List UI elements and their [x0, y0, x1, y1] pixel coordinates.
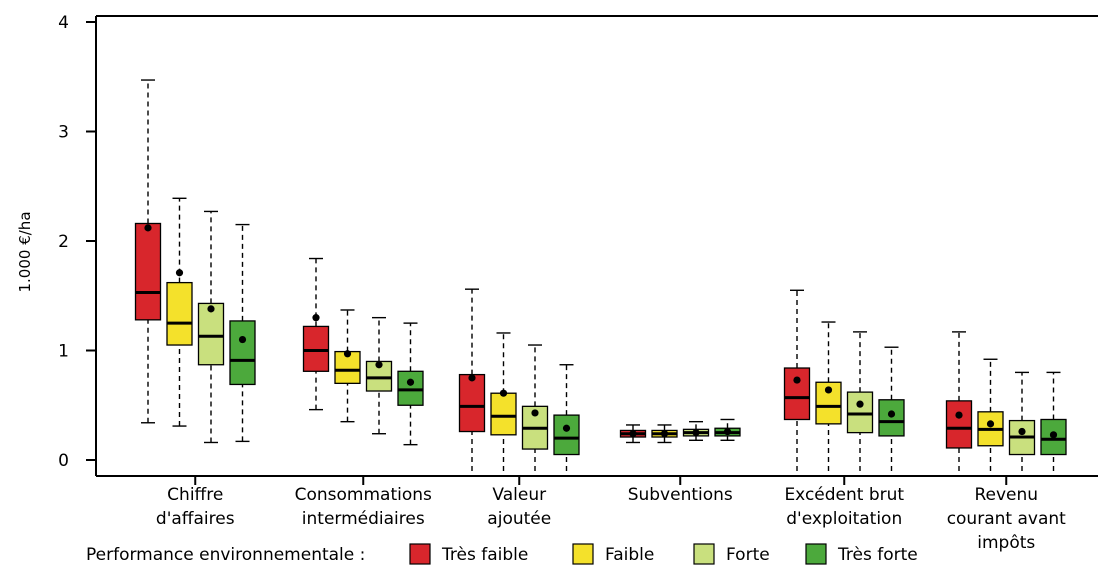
box-iqr: [945, 400, 973, 449]
y-tick-label: 1: [58, 342, 69, 362]
axes: 0 1 2 3 4: [58, 13, 1098, 485]
box-0-0: [134, 79, 162, 424]
mean-point: [562, 424, 571, 432]
y-tick-label: 3: [58, 123, 69, 143]
x-category-label: d'affaires: [156, 509, 235, 529]
plot-area: [134, 79, 1067, 471]
mean-point: [238, 335, 247, 344]
y-tick-label: 2: [58, 232, 69, 252]
box-2-2: [521, 344, 549, 471]
x-category-label: Subventions: [628, 485, 733, 505]
box-3-4: [878, 346, 905, 471]
legend-swatch: [693, 543, 715, 565]
box-iqr: [846, 391, 874, 434]
mean-point: [856, 400, 864, 408]
y-tick-label: 4: [58, 13, 69, 33]
box-iqr: [197, 302, 225, 366]
box-iqr: [229, 320, 256, 386]
mean-point: [531, 409, 539, 417]
mean-point: [986, 420, 995, 428]
box-3-5: [1040, 371, 1067, 471]
x-axis-labels: Chiffre d'affaires Consommations intermédia…: [156, 485, 1066, 553]
mean-point: [499, 389, 508, 397]
box-0-4: [783, 289, 811, 471]
box-1-3: [651, 424, 678, 444]
mean-point: [887, 410, 896, 418]
legend-label: Forte: [726, 545, 770, 565]
x-category-label: Consommations: [295, 485, 432, 505]
box-iqr: [134, 222, 162, 321]
mean-point: [793, 376, 801, 384]
mean-point: [468, 374, 476, 382]
box-iqr: [397, 370, 424, 406]
mean-point: [629, 430, 637, 438]
box-2-0: [197, 210, 225, 444]
box-iqr: [458, 373, 486, 433]
box-2-3: [682, 420, 710, 441]
legend-label: Très faible: [441, 545, 528, 565]
box-1-5: [977, 358, 1004, 471]
y-tick-label: 0: [58, 451, 69, 471]
box-2-4: [846, 331, 874, 471]
mean-point: [406, 378, 415, 386]
mean-point: [955, 411, 963, 419]
x-category-label: courant avant: [947, 509, 1066, 529]
box-3-0: [229, 223, 256, 443]
legend-swatch: [572, 543, 594, 565]
x-category-label: Valeur: [492, 485, 546, 505]
mean-point: [144, 224, 152, 232]
box-iqr: [334, 350, 361, 385]
box-2-1: [365, 316, 393, 435]
legend-swatch: [805, 543, 827, 565]
legend-title: Performance environnementale :: [86, 545, 365, 565]
legend-label: Faible: [605, 545, 654, 565]
legend-swatch: [409, 543, 431, 565]
box-1-4: [815, 321, 842, 471]
x-category-label: intermédiaires: [302, 509, 425, 529]
x-category-label: ajoutée: [487, 509, 551, 529]
box-0-5: [945, 331, 973, 471]
legend: Performance environnementale : Très faib…: [86, 543, 918, 565]
legend-label: Très forte: [837, 545, 918, 565]
mean-point: [660, 430, 669, 438]
mean-point: [1018, 427, 1026, 436]
mean-point: [1049, 431, 1058, 439]
box-3-1: [397, 322, 424, 446]
mean-point: [824, 386, 833, 394]
box-2-5: [1008, 371, 1036, 471]
y-axis-label: 1.000 €/ha: [16, 211, 34, 292]
x-category-label: Chiffre: [167, 485, 223, 505]
box-iqr: [878, 399, 905, 437]
x-category-label: Revenu: [974, 485, 1038, 505]
box-0-3: [619, 424, 647, 444]
mean-point: [343, 350, 352, 358]
box-0-2: [458, 288, 486, 471]
box-iqr: [490, 392, 517, 436]
box-iqr: [166, 281, 193, 346]
mean-point: [692, 429, 700, 437]
mean-point: [312, 314, 320, 322]
mean-point: [175, 269, 184, 277]
mean-point: [375, 361, 383, 369]
box-iqr: [553, 414, 580, 456]
box-iqr: [783, 367, 811, 421]
box-1-1: [334, 309, 361, 423]
box-3-3: [714, 418, 741, 441]
box-1-0: [166, 197, 193, 427]
x-category-label: d'exploitation: [786, 509, 902, 529]
mean-point: [723, 427, 732, 436]
box-0-1: [302, 257, 330, 411]
box-iqr: [302, 325, 330, 372]
box-1-2: [490, 332, 517, 471]
x-category-label: impôts: [977, 533, 1035, 553]
box-3-2: [553, 364, 580, 471]
x-category-label: Excédent brut: [784, 485, 904, 505]
mean-point: [207, 305, 215, 313]
